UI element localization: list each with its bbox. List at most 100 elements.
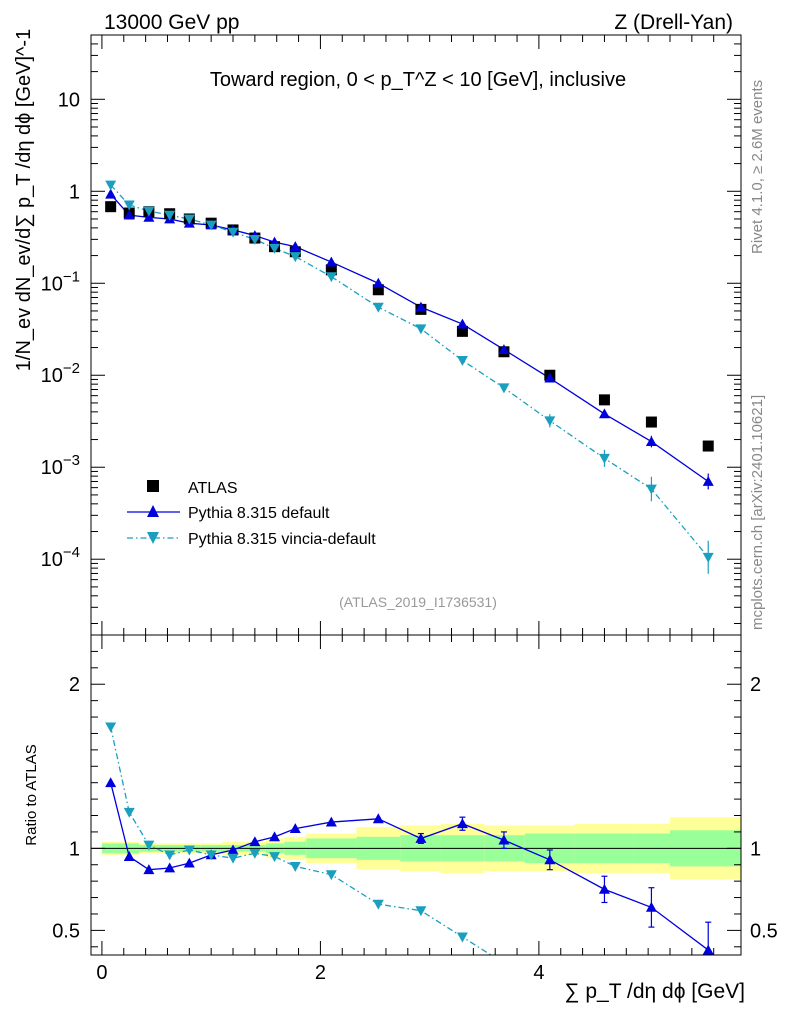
legend-vincia-label: Pythia 8.315 vincia-default xyxy=(188,531,376,548)
atlas-point xyxy=(289,246,301,258)
ratio-default-point xyxy=(415,832,427,843)
vincia-point xyxy=(415,324,427,335)
ratio-tick-label-right: 1 xyxy=(750,838,761,860)
vincia-point xyxy=(249,234,261,245)
default-point xyxy=(702,475,714,486)
ratio-default-point xyxy=(289,823,301,834)
x-tick-label: 0 xyxy=(96,962,107,984)
default-series-line xyxy=(110,193,709,483)
vincia-point xyxy=(105,180,117,191)
ratio-vincia-point xyxy=(205,850,217,861)
y-tick-label: 10−1 xyxy=(41,268,80,295)
ratio-default-point xyxy=(227,844,239,855)
ratio-default-point xyxy=(143,864,155,875)
vincia-series-line xyxy=(110,184,709,558)
y-tick-label: 10−4 xyxy=(41,544,80,571)
y-tick-label: 10 xyxy=(58,89,80,111)
ratio-frame xyxy=(90,634,742,956)
default-point xyxy=(325,256,337,267)
ratio-default-point xyxy=(183,857,195,868)
vincia-point xyxy=(456,356,468,366)
rivet-label: Rivet 4.1.0, ≥ 2.6M events xyxy=(749,80,766,254)
ratio-default-point xyxy=(456,818,468,829)
default-point xyxy=(372,277,384,288)
legend: ATLAS Pythia 8.315 default Pythia 8.315 … xyxy=(127,480,376,548)
vincia-point xyxy=(598,453,610,464)
x-tick-label: 2 xyxy=(315,962,326,984)
vincia-point xyxy=(143,206,155,217)
ratio-vincia-point xyxy=(143,840,155,851)
chart-title: Toward region, 0 < p_T^Z < 10 [GeV], inc… xyxy=(210,69,626,91)
legend-atlas-label: ATLAS xyxy=(188,480,238,497)
ratio-vincia-point xyxy=(249,848,261,859)
ratio-vincia-point xyxy=(227,853,239,864)
ratio-panel: 0 2 4 0.5 0.5 1 1 2 2 xyxy=(52,634,778,984)
y-tick-label: 10−2 xyxy=(41,360,80,387)
ratio-vincia-point xyxy=(325,870,337,881)
ratio-vincia-point xyxy=(269,852,281,863)
ratio-tick-label-right: 0.5 xyxy=(750,920,778,942)
legend-default-marker xyxy=(147,505,159,517)
mcplots-label: mcplots.cern.ch [arXiv:2401.10621] xyxy=(749,395,766,630)
vincia-point xyxy=(289,252,301,263)
default-point xyxy=(123,209,135,220)
default-point xyxy=(415,301,427,312)
legend-default-label: Pythia 8.315 default xyxy=(188,505,330,522)
y-tick-label: 10−3 xyxy=(41,452,80,479)
main-panel: 10 1 10−1 10−2 10−3 10−4 xyxy=(41,34,742,636)
ratio-vincia-point xyxy=(456,932,468,943)
ratio-tick-label: 2 xyxy=(69,674,80,696)
default-point xyxy=(143,211,155,222)
ratio-default-point xyxy=(544,854,556,865)
ratio-default-point xyxy=(645,901,657,912)
ratio-vincia-point xyxy=(415,906,427,917)
atlas-point xyxy=(456,325,468,337)
ratio-default-point xyxy=(269,831,281,842)
vincia-point xyxy=(372,302,384,313)
vincia-point xyxy=(498,383,510,394)
ratio-axis-label: Ratio to ATLAS xyxy=(23,744,40,845)
ratio-vincia-point xyxy=(164,850,176,861)
y-tick-label: 1 xyxy=(69,181,80,203)
ratio-tick-label-right: 2 xyxy=(750,674,761,696)
ratio-vincia-point xyxy=(183,845,195,856)
atlas-point xyxy=(325,264,337,276)
x-axis-label: ∑ p_T /dη dϕ [GeV] xyxy=(565,980,745,1003)
process-label: Z (Drell-Yan) xyxy=(614,11,733,34)
atlas-point xyxy=(702,440,714,452)
ratio-default-point xyxy=(498,834,510,845)
default-point xyxy=(544,372,556,383)
ratio-default-point xyxy=(372,813,384,824)
ratio-vincia-point xyxy=(105,722,117,733)
ratio-default-point xyxy=(105,777,117,788)
x-tick-label: 4 xyxy=(533,962,544,984)
y-axis-label: 1/N_ev dN_ev/d∑ p_T /dη dϕ [GeV]^-1 xyxy=(13,29,35,371)
ratio-tick-label: 0.5 xyxy=(52,920,80,942)
vincia-point xyxy=(325,272,337,283)
vincia-point xyxy=(645,484,657,495)
default-point xyxy=(498,344,510,355)
ratio-default-point xyxy=(164,862,176,873)
ratio-default-point xyxy=(123,851,135,861)
vincia-point xyxy=(544,416,556,427)
default-point xyxy=(456,318,468,329)
ratio-vincia-point xyxy=(289,861,301,872)
vincia-point xyxy=(183,214,195,225)
vincia-point xyxy=(164,210,176,221)
vincia-point xyxy=(269,243,281,254)
ratio-default-point xyxy=(598,883,610,894)
analysis-label: (ATLAS_2019_I1736531) xyxy=(339,594,497,610)
legend-atlas-marker xyxy=(147,480,159,492)
default-point xyxy=(289,241,301,252)
atlas-point xyxy=(645,416,657,428)
ratio-vincia-point xyxy=(372,899,384,910)
ratio-tick-label: 1 xyxy=(69,838,80,860)
atlas-point xyxy=(105,201,117,213)
default-point xyxy=(105,188,117,199)
energy-label: 13000 GeV pp xyxy=(104,11,239,34)
vincia-point xyxy=(227,227,239,238)
ratio-default-point xyxy=(249,836,261,847)
vincia-point xyxy=(205,220,217,231)
atlas-point xyxy=(598,394,610,406)
